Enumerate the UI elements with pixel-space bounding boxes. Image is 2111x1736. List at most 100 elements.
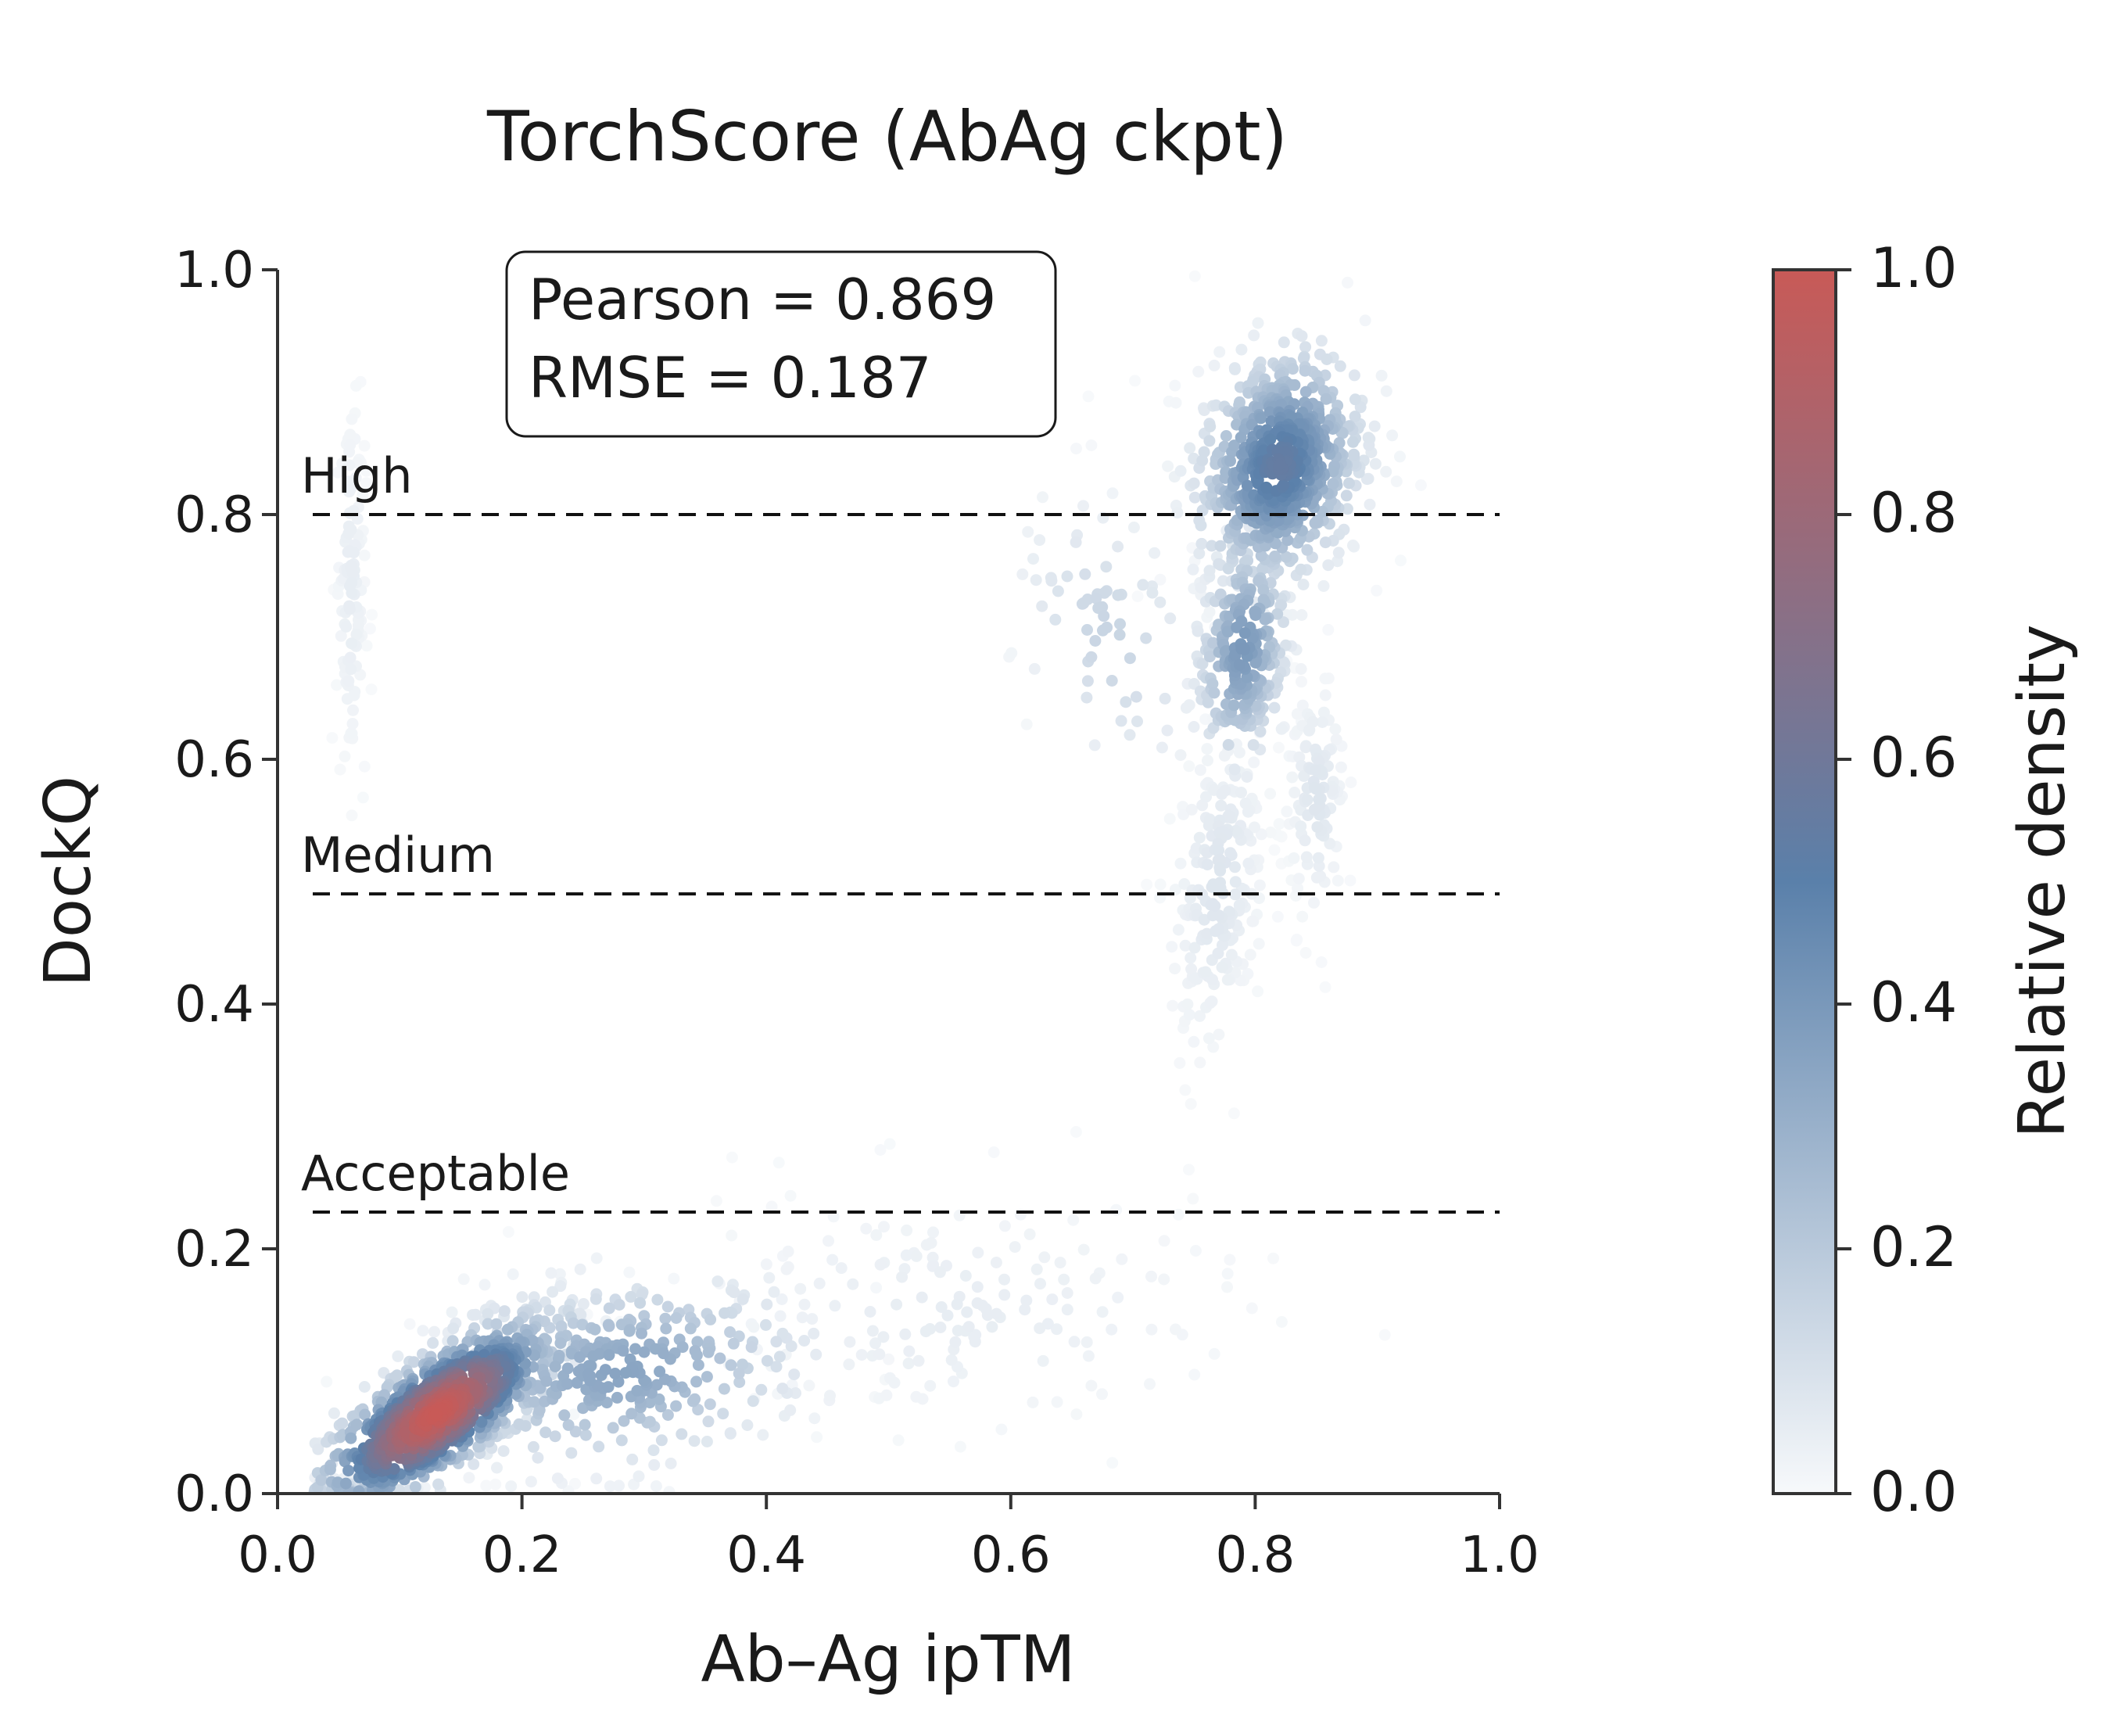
- scatter-point: [813, 1277, 826, 1289]
- scatter-point: [1206, 995, 1218, 1008]
- scatter-point: [1085, 1379, 1098, 1392]
- scatter-point: [558, 1409, 571, 1422]
- scatter-point: [1202, 820, 1215, 832]
- scatter-point: [654, 1365, 666, 1378]
- scatter-point: [1120, 696, 1132, 708]
- x-tick-label: 0.8: [1216, 1526, 1296, 1584]
- scatter-point: [1061, 570, 1073, 583]
- scatter-point: [1222, 739, 1235, 751]
- scatter-point: [770, 1361, 783, 1373]
- scatter-point: [1077, 500, 1089, 512]
- scatter-point: [1322, 623, 1335, 636]
- scatter-point: [717, 1408, 729, 1420]
- scatter-point: [1340, 490, 1353, 502]
- scatter-point: [1317, 706, 1330, 719]
- scatter-point: [339, 750, 351, 762]
- scatter-point: [527, 1440, 539, 1453]
- annotation-box: Pearson = 0.869 RMSE = 0.187: [505, 250, 1057, 438]
- scatter-point: [1209, 900, 1221, 912]
- scatter-point: [1184, 442, 1196, 454]
- scatter-point: [312, 1443, 324, 1455]
- scatter-point: [803, 1379, 815, 1392]
- scatter-point: [763, 1272, 776, 1284]
- scatter-point: [562, 1419, 575, 1431]
- scatter-point: [1167, 999, 1179, 1012]
- scatter-point: [676, 1341, 689, 1354]
- scatter-point: [1046, 1293, 1059, 1306]
- scatter-point: [1321, 353, 1333, 365]
- scatter-point: [603, 1302, 615, 1315]
- scatter-point: [1203, 435, 1216, 447]
- scatter-point: [990, 1257, 1002, 1268]
- scatter-point: [774, 1310, 787, 1322]
- scatter-point: [1034, 1278, 1046, 1290]
- scatter-point: [457, 1273, 470, 1286]
- scatter-point: [1235, 431, 1247, 443]
- scatter-point: [427, 1336, 439, 1349]
- scatter-point: [701, 1436, 713, 1447]
- scatter-point: [1303, 723, 1316, 736]
- x-tick-label: 0.4: [726, 1526, 806, 1584]
- scatter-point: [796, 1311, 808, 1324]
- scatter-point: [1195, 537, 1208, 550]
- scatter-point: [1200, 791, 1212, 803]
- scatter-point: [1312, 852, 1324, 864]
- scatter-point: [760, 1318, 772, 1331]
- scatter-point: [1052, 585, 1064, 597]
- scatter-point: [1208, 359, 1220, 371]
- scatter-point: [1067, 1214, 1080, 1226]
- scatter-point: [599, 1364, 611, 1376]
- scatter-point: [1106, 675, 1118, 687]
- scatter-point: [1286, 771, 1299, 784]
- scatter-point: [987, 1146, 1000, 1158]
- scatter-point: [1242, 857, 1255, 870]
- scatter-point: [1192, 365, 1205, 378]
- scatter-point: [1213, 923, 1224, 935]
- scatter-point: [350, 628, 363, 640]
- scatter-point: [1288, 852, 1300, 864]
- threshold-lines: High Medium Acceptable: [301, 447, 1500, 1214]
- scatter-point: [1310, 764, 1322, 777]
- scatter-point: [392, 1350, 404, 1362]
- scatter-point: [340, 621, 353, 633]
- scatter-point: [1185, 963, 1198, 975]
- scatter-point: [689, 1393, 701, 1405]
- scatter-point: [1273, 741, 1285, 754]
- scatter-point: [432, 1478, 445, 1490]
- scatter-point: [603, 1349, 615, 1361]
- scatter-point: [1188, 721, 1200, 733]
- scatter-point: [1158, 1273, 1170, 1286]
- scatter-point: [1275, 723, 1288, 735]
- scatter-point: [1202, 1032, 1215, 1045]
- scatter-point: [755, 1383, 768, 1396]
- scatter-point: [1185, 1098, 1197, 1110]
- scatter-point: [549, 1361, 561, 1372]
- scatter-point: [1228, 1107, 1240, 1120]
- scatter-point: [1162, 460, 1174, 472]
- scatter-point: [726, 1151, 738, 1164]
- scatter-point: [788, 1368, 801, 1381]
- scatter-point: [1221, 626, 1234, 638]
- scatter-point: [590, 1293, 602, 1305]
- scatter-point: [1260, 482, 1273, 494]
- scatter-point: [902, 1358, 915, 1370]
- scatter-point: [619, 1367, 632, 1379]
- scatter-point: [1257, 584, 1270, 597]
- scatter-point: [1288, 787, 1301, 798]
- x-ticks: 0.0 0.2 0.4 0.6 0.8 1.0: [238, 1494, 1539, 1584]
- scatter-point: [951, 1298, 963, 1311]
- scatter-point: [1127, 522, 1140, 533]
- scatter-point: [741, 1419, 754, 1431]
- threshold-label: Medium: [301, 827, 495, 884]
- scatter-point: [1299, 386, 1312, 398]
- scatter-point: [1347, 436, 1359, 448]
- scatter-point: [1058, 1273, 1070, 1286]
- scatter-point: [1187, 1193, 1199, 1205]
- scatter-point: [1016, 568, 1029, 580]
- scatter-point: [1116, 1253, 1128, 1265]
- scatter-point: [1292, 873, 1305, 885]
- colorbar-label: Relative density: [2005, 624, 2080, 1138]
- scatter-point: [1253, 938, 1265, 950]
- scatter-point: [725, 1359, 737, 1372]
- scatter-point: [1248, 329, 1260, 342]
